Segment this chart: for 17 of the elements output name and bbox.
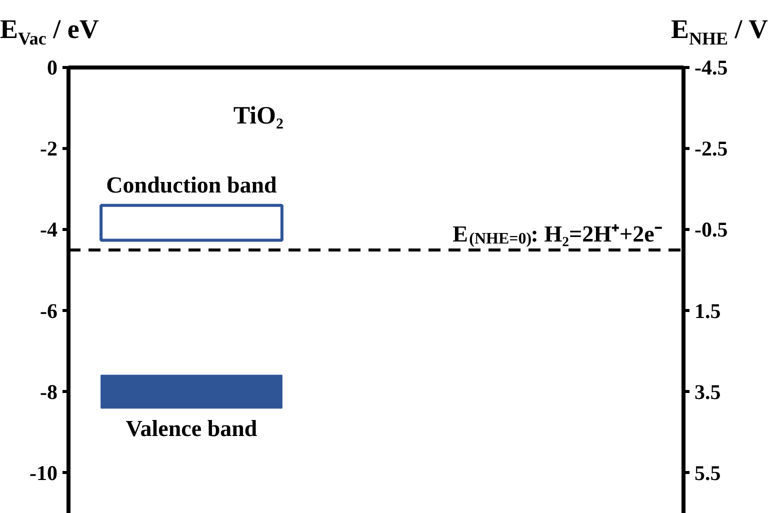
y2-tick-label: 5.5 <box>694 460 721 485</box>
y-tick-label: -2 <box>40 136 58 161</box>
y2-tick-label: -0.5 <box>694 218 728 242</box>
y-tick-label: 0 <box>47 56 58 80</box>
y2-axis-title: E$_{NHE}$ / V <box>670 13 768 50</box>
y-tick-label: -6 <box>40 298 58 323</box>
text: TiO₂ <box>233 102 284 130</box>
y2-tick-label: 3.5 <box>694 380 721 404</box>
series-label: Valence band <box>126 416 258 442</box>
y-tick-label: -4 <box>40 218 58 242</box>
y2-tick-label: -4.5 <box>694 56 728 80</box>
series-label: Conduction band <box>106 172 278 198</box>
y-axis-title: E$_{Vac}$ / eV <box>0 13 99 50</box>
y2-tick-label: -2.5 <box>694 136 728 161</box>
y-tick-label: -10 <box>30 460 58 485</box>
y2-tick-label: 1.5 <box>694 298 721 323</box>
y-tick-label: -8 <box>40 380 58 404</box>
